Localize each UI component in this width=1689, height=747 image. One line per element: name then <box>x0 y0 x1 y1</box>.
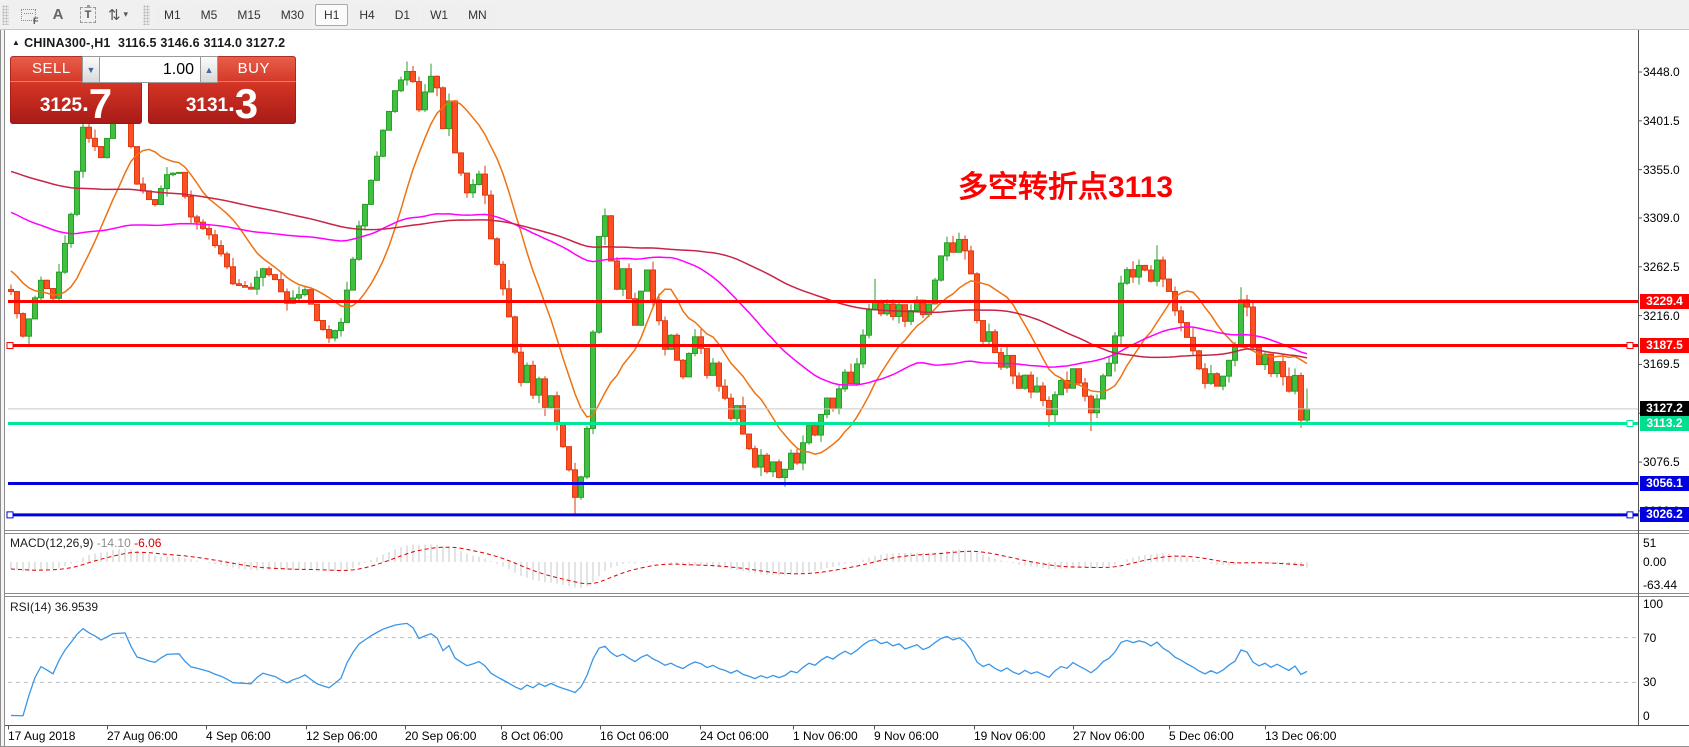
timeframe-d1-button[interactable]: D1 <box>385 3 420 26</box>
date-tick-label: 17 Aug 2018 <box>8 729 76 743</box>
macd-tick-label: 51 <box>1643 536 1657 551</box>
toolbar-grip[interactable] <box>2 4 9 25</box>
macd-label: MACD(12,26,9) -14.10 -6.06 <box>10 536 162 550</box>
indicator-layer <box>8 544 1638 717</box>
date-tick-label: 24 Oct 06:00 <box>700 729 769 743</box>
moving-averages-layer <box>10 100 1308 456</box>
volume-decrease-button[interactable]: ▼ <box>82 56 100 83</box>
toolbar: F A T ⇅ ▾ M1 M5 M15 M30 H1 H4 D1 W1 MN <box>0 0 1689 30</box>
chart-title: ▲ CHINA300-,H1 3116.5 3146.6 3114.0 3127.… <box>12 36 285 50</box>
timeframe-mn-button[interactable]: MN <box>459 3 496 26</box>
buy-price: 3131. 3 <box>185 80 259 125</box>
date-tick-label: 27 Aug 06:00 <box>107 729 178 743</box>
date-tick-label: 12 Sep 06:00 <box>306 729 378 743</box>
price-tick-label: 3448.0 <box>1643 65 1680 79</box>
one-click-trading-panel: SELL 3125.7 BUY 3131.3 ▼ ▲ <box>10 56 296 124</box>
macd-value: -14.10 <box>96 536 131 550</box>
volume-increase-button[interactable]: ▲ <box>200 56 218 83</box>
candlestick-chart[interactable] <box>0 30 1689 747</box>
toolbar-grip-2[interactable] <box>143 4 150 25</box>
price-badge: 3127.2 <box>1640 401 1689 417</box>
chevron-down-icon: ▾ <box>123 9 129 19</box>
hline-handle-right[interactable] <box>1626 342 1634 350</box>
price-badge: 3026.2 <box>1640 507 1689 523</box>
timeframe-h1-button[interactable]: H1 <box>315 3 349 26</box>
price-tick-label: 3076.5 <box>1643 455 1680 470</box>
timeframe-m5-button[interactable]: M5 <box>191 3 227 26</box>
volume-input[interactable] <box>100 56 200 83</box>
rsi-tick-label: 70 <box>1643 630 1657 645</box>
hline-handle-right[interactable] <box>1626 511 1634 519</box>
objects-list-f-icon[interactable]: F <box>15 3 41 27</box>
macd-signal-value: -6.06 <box>134 536 162 550</box>
price-tick-label: 3401.5 <box>1643 113 1680 128</box>
rsi-tick-label: 0 <box>1643 709 1650 723</box>
timeframe-w1-button[interactable]: W1 <box>421 3 458 26</box>
date-tick-label: 27 Nov 06:00 <box>1073 729 1145 743</box>
buy-label: BUY <box>237 60 270 77</box>
timeframe-h4-button[interactable]: H4 <box>350 3 384 26</box>
hline-handle-right[interactable] <box>1626 420 1634 428</box>
ohlc-readout: 3116.5 3146.6 3114.0 3127.2 <box>117 36 286 50</box>
hline-handle-left[interactable] <box>6 342 14 350</box>
chart-panel[interactable] <box>0 30 1689 747</box>
date-tick-label: 19 Nov 06:00 <box>974 729 1046 743</box>
hline-handle-left[interactable] <box>6 511 14 519</box>
price-badge: 3113.2 <box>1640 416 1689 432</box>
symbol-period-label: CHINA300-,H1 <box>24 36 111 50</box>
macd-tick-label: 0.00 <box>1643 555 1667 569</box>
sell-price: 3125. 7 <box>39 80 113 125</box>
date-tick-label: 20 Sep 06:00 <box>405 729 477 743</box>
price-badge: 3056.1 <box>1640 475 1689 491</box>
timeframe-m15-button[interactable]: M15 <box>228 3 270 26</box>
sell-label: SELL <box>32 60 71 77</box>
price-badge: 3187.5 <box>1640 338 1689 354</box>
price-tick-label: 3216.0 <box>1643 308 1680 323</box>
volume-spinner: ▼ ▲ <box>82 56 218 83</box>
insert-text-icon[interactable]: A <box>52 6 64 23</box>
rsi-tick-label: 100 <box>1643 597 1664 611</box>
macd-tick-label: -63.44 <box>1643 578 1678 593</box>
date-tick-label: 8 Oct 06:00 <box>501 729 564 743</box>
ma-13-line <box>10 100 1308 456</box>
expand-triangle-icon[interactable]: ▲ <box>12 38 21 47</box>
horizontal-lines-layer <box>6 300 1638 519</box>
date-tick-label: 13 Dec 06:00 <box>1265 729 1337 743</box>
price-tick-label: 3262.5 <box>1643 259 1680 274</box>
date-tick-label: 1 Nov 06:00 <box>793 729 858 743</box>
date-tick-label: 4 Sep 06:00 <box>206 729 271 743</box>
candles-layer <box>8 61 1310 515</box>
price-tick-label: 3309.0 <box>1643 210 1680 225</box>
price-tick-label: 3355.0 <box>1643 162 1680 177</box>
text-label-icon[interactable]: T <box>75 3 101 27</box>
window-left-edge <box>0 30 5 746</box>
price-badge: 3229.4 <box>1640 294 1689 310</box>
date-tick-label: 16 Oct 06:00 <box>600 729 669 743</box>
ma-110-line <box>10 170 1308 359</box>
rsi-value: 36.9539 <box>54 600 99 614</box>
rsi-tick-label: 30 <box>1643 675 1657 690</box>
arrange-windows-icon[interactable]: ⇅ ▾ <box>107 6 129 24</box>
chart-text-annotation: 多空转折点3113 <box>958 171 1174 204</box>
rsi-label: RSI(14) 36.9539 <box>10 600 99 614</box>
axes-layer <box>0 30 1689 730</box>
ma-55-line <box>10 211 1308 386</box>
date-tick-label: 5 Dec 06:00 <box>1169 729 1234 743</box>
date-tick-label: 9 Nov 06:00 <box>874 729 939 743</box>
timeframe-m1-button[interactable]: M1 <box>155 3 190 26</box>
price-tick-label: 3169.5 <box>1643 357 1680 372</box>
timeframe-m30-button[interactable]: M30 <box>271 3 314 26</box>
